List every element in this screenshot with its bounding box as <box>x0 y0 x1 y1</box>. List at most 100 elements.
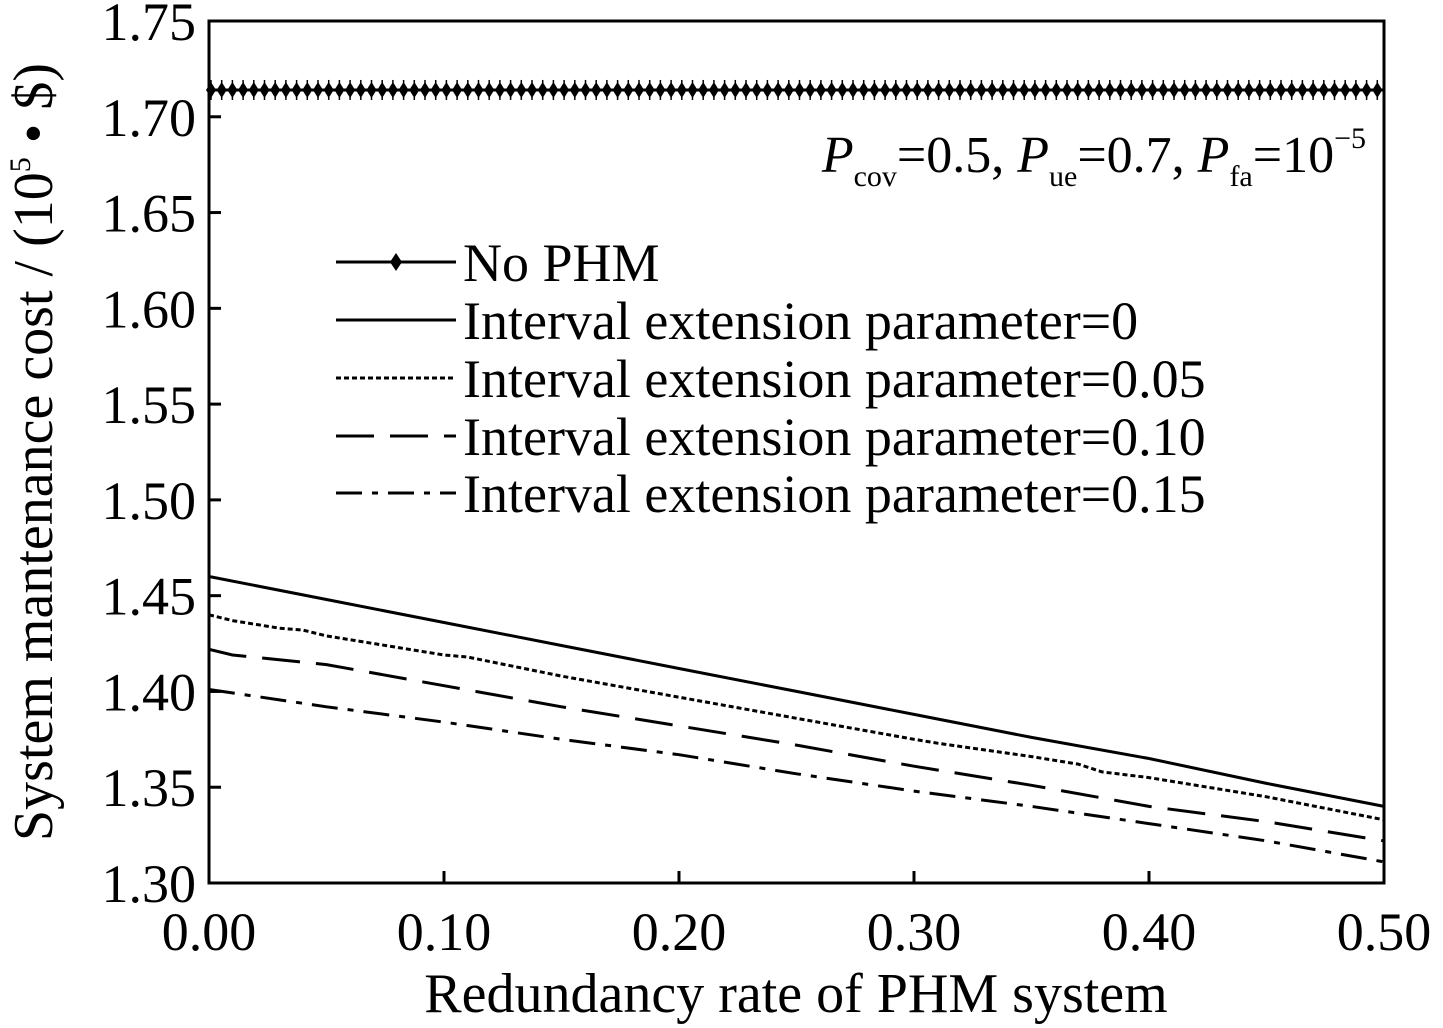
annot-v1: =0.5, <box>897 127 1017 184</box>
series-marker <box>783 79 794 100</box>
series-marker <box>216 79 227 100</box>
y-tick-label: 1.75 <box>102 0 197 52</box>
series-marker <box>473 79 484 100</box>
series-marker <box>462 79 473 100</box>
series-marker <box>559 79 570 100</box>
series-marker <box>484 79 495 100</box>
series-marker <box>1265 79 1276 100</box>
series-marker <box>912 79 923 100</box>
x-tick-label: 0.50 <box>1337 902 1432 962</box>
series-marker <box>1169 79 1179 100</box>
series-marker <box>323 79 334 100</box>
y-tick-label: 1.60 <box>102 279 197 339</box>
y-tick-label: 1.65 <box>102 184 197 244</box>
series-marker <box>548 79 559 100</box>
series-marker <box>1062 79 1072 100</box>
series-marker <box>1072 79 1083 100</box>
series-marker <box>1147 79 1158 100</box>
series-marker <box>1051 79 1062 100</box>
series-marker <box>1029 79 1040 100</box>
legend-label: Interval extension parameter=0 <box>463 291 1138 351</box>
series-marker <box>1350 79 1361 100</box>
series-marker <box>955 79 965 100</box>
series-marker <box>569 79 580 100</box>
legend-label: Interval extension parameter=0.05 <box>463 349 1206 409</box>
series-marker <box>676 79 687 100</box>
annot-sup: −5 <box>1334 122 1366 155</box>
series-marker <box>248 79 259 100</box>
series-marker <box>1286 79 1297 100</box>
series-marker <box>270 79 281 100</box>
series-marker <box>580 79 591 100</box>
y-tick-label: 1.50 <box>102 471 197 531</box>
series-marker <box>869 79 880 100</box>
series-line-4 <box>208 688 1385 864</box>
series-marker <box>1008 79 1019 100</box>
series-marker <box>227 79 238 100</box>
series-marker <box>858 79 869 100</box>
y-axis-title: System mantenance cost / (105 • $) <box>3 63 65 841</box>
series-marker <box>505 79 516 100</box>
series-marker <box>1094 79 1105 100</box>
series-marker <box>741 79 751 100</box>
series-marker <box>1276 79 1286 100</box>
series-marker <box>1361 79 1372 100</box>
legend-item-3: Interval extension parameter=0.10 <box>336 407 1206 467</box>
legend-item-0: No PHM <box>336 233 660 293</box>
series-marker <box>922 79 933 100</box>
y-tick-label: 1.55 <box>102 375 197 435</box>
series-marker <box>452 79 463 100</box>
y-tick-label: 1.70 <box>102 88 197 148</box>
annot-s1: cov <box>854 160 897 193</box>
annot-s2: ue <box>1049 160 1077 193</box>
series-marker <box>1019 79 1030 100</box>
x-tick-label: 0.20 <box>632 902 727 962</box>
series-marker <box>238 79 249 100</box>
series-marker <box>815 79 826 100</box>
series-marker <box>773 79 784 100</box>
series-marker <box>420 79 430 100</box>
series-marker <box>1190 79 1201 100</box>
series-marker <box>762 79 773 100</box>
annot-p1: P <box>821 127 854 184</box>
series-marker <box>965 79 976 100</box>
series-line-1 <box>208 575 1385 808</box>
series-marker <box>1318 79 1329 100</box>
series-marker <box>1308 79 1319 100</box>
series-marker <box>805 79 816 100</box>
series-marker <box>933 79 944 100</box>
series-marker <box>976 79 987 100</box>
series-marker <box>313 79 323 100</box>
plot-frame <box>207 19 1386 885</box>
series-marker <box>708 79 719 100</box>
tick-labels: 0.00 0.10 0.20 0.30 0.40 0.50 1.30 1.35 1.40 1.45… <box>102 0 1432 962</box>
series-marker <box>794 79 805 100</box>
series-marker <box>848 79 858 100</box>
legend-marker <box>390 253 402 271</box>
y-tick-label: 1.40 <box>102 662 197 722</box>
series-marker <box>1211 79 1222 100</box>
series-marker <box>730 79 741 100</box>
x-axis-title: Redundancy rate of PHM system <box>424 963 1167 1025</box>
plot-lines <box>206 79 1385 864</box>
series-marker <box>1297 79 1308 100</box>
series-marker <box>1201 79 1212 100</box>
series-marker <box>698 79 709 100</box>
legend-item-4: Interval extension parameter=0.15 <box>336 464 1206 524</box>
series-marker <box>398 79 409 100</box>
series-marker <box>1104 79 1115 100</box>
series-marker <box>302 79 313 100</box>
legend-item-1: Interval extension parameter=0 <box>336 291 1138 351</box>
legend-item-2: Interval extension parameter=0.05 <box>336 349 1206 409</box>
series-marker <box>612 79 623 100</box>
x-tick-label: 0.00 <box>162 902 257 962</box>
annot-p3: P <box>1197 127 1230 184</box>
series-marker <box>430 79 441 100</box>
series-marker <box>366 79 377 100</box>
series-line-3 <box>208 647 1385 843</box>
series-marker <box>345 79 356 100</box>
series-marker <box>1254 79 1265 100</box>
series-marker <box>644 79 655 100</box>
series-marker <box>1340 79 1351 100</box>
